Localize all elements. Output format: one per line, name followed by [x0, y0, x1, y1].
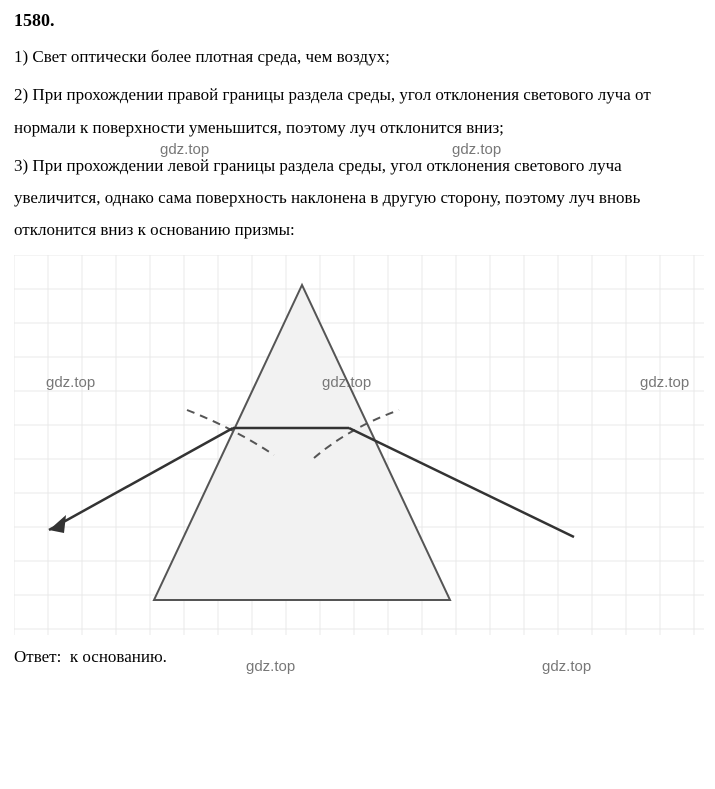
- watermark: gdz.top: [542, 658, 591, 675]
- diagram-svg: [14, 255, 704, 635]
- watermark: gdz.top: [160, 141, 209, 158]
- problem-number: 1580.: [14, 10, 701, 31]
- watermark: gdz.top: [322, 374, 371, 391]
- prism-diagram: [14, 255, 704, 635]
- item-3: 3) При прохождении левой границы раздела…: [14, 150, 701, 247]
- watermark: gdz.top: [452, 141, 501, 158]
- item-1: 1) Свет оптически более плотная среда, ч…: [14, 41, 701, 73]
- watermark: gdz.top: [246, 658, 295, 675]
- item-2: 2) При прохождении правой границы раздел…: [14, 79, 701, 144]
- watermark: gdz.top: [46, 374, 95, 391]
- answer-text: к основанию.: [70, 647, 167, 666]
- answer-line: Ответ: к основанию.: [14, 647, 701, 667]
- watermark: gdz.top: [640, 374, 689, 391]
- answer-label: Ответ:: [14, 647, 61, 666]
